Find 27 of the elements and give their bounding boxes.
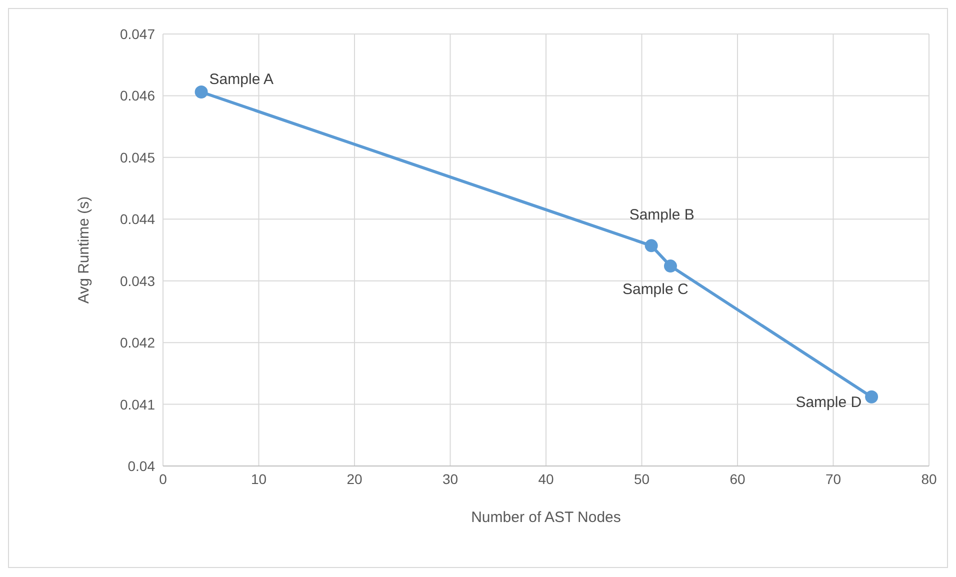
point bbox=[664, 260, 677, 273]
x-tick-label: 50 bbox=[634, 470, 650, 487]
x-tick-label: 10 bbox=[250, 470, 267, 487]
point bbox=[644, 239, 658, 252]
y-tick-label: 0.041 bbox=[120, 396, 156, 412]
x-tick-label: 20 bbox=[346, 470, 362, 487]
x-axis-title: Number of AST Nodes bbox=[471, 509, 621, 526]
point bbox=[194, 86, 208, 99]
x-tick-label: 60 bbox=[730, 470, 746, 487]
y-tick-label: 0.043 bbox=[120, 272, 156, 289]
x-tick-label: 30 bbox=[442, 470, 458, 487]
y-tick-label: 0.042 bbox=[120, 334, 156, 351]
x-tick-label: 40 bbox=[538, 470, 554, 487]
x-tick-label: 80 bbox=[921, 470, 937, 487]
y-tick-label: 0.04 bbox=[128, 458, 156, 474]
annotation: Sample B bbox=[629, 206, 694, 224]
x-tick-label: 70 bbox=[825, 470, 842, 487]
annotation: Sample A bbox=[209, 71, 274, 88]
annotation: Sample C bbox=[622, 281, 688, 298]
y-tick-label: 0.044 bbox=[120, 211, 156, 228]
y-tick-label: 0.047 bbox=[120, 26, 156, 42]
point bbox=[865, 390, 878, 404]
y-axis-title: Avg Runtime (s) bbox=[75, 196, 92, 304]
x-tick-label: 0 bbox=[159, 470, 168, 487]
y-tick-label: 0.045 bbox=[120, 149, 156, 166]
y-tick-label: 0.046 bbox=[120, 88, 156, 104]
annotation: Sample D bbox=[796, 394, 862, 411]
